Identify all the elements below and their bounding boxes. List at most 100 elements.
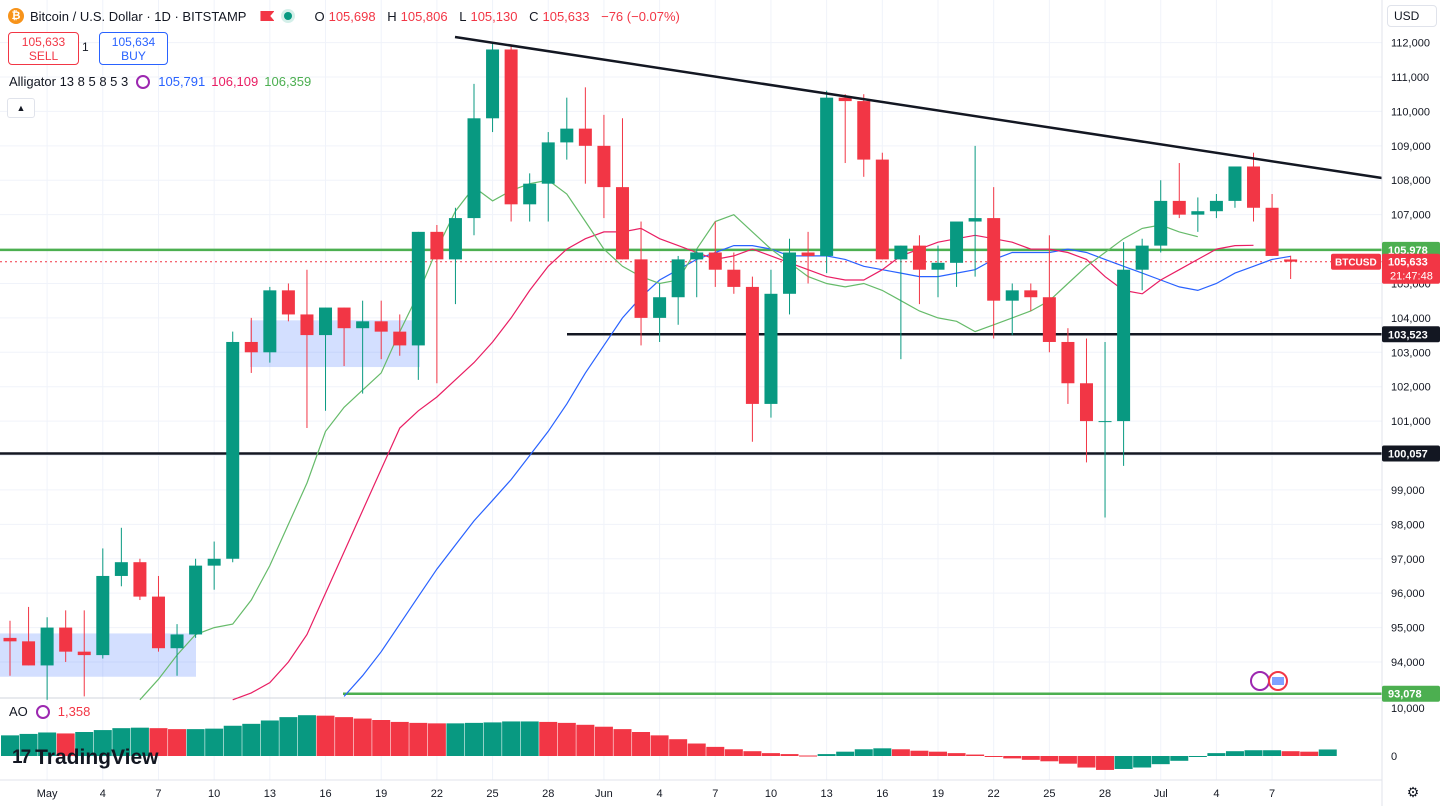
candle [244,341,258,353]
candle [1117,269,1131,422]
ao-bar [149,728,168,756]
candle [708,252,722,270]
candle [393,331,407,346]
ao-bar [297,715,316,756]
ao-bar [947,753,966,756]
candle [1042,297,1056,342]
candle [226,341,240,559]
time-tick-label: Jun [595,788,613,800]
ao-bar [168,729,187,756]
ao-bar [93,730,112,756]
ao-bar [520,721,539,756]
quantity[interactable]: 1 [82,40,89,54]
alligator-legend[interactable]: Alligator 13 8 5 8 5 3 105,791 106,109 1… [9,74,312,89]
time-tick-label: 22 [988,788,1000,800]
ao-bar [1077,756,1096,768]
candle [189,565,203,635]
ao-bar [873,748,892,756]
level-black-label-bg [1382,326,1440,343]
ao-bar [632,732,651,756]
currency-selector[interactable]: USD [1387,5,1437,27]
candle [745,286,759,404]
ao-bar [1225,751,1244,756]
ao-bar [483,722,502,756]
level-black-label: 103,523 [1388,329,1428,341]
ao-bar [1188,756,1207,757]
price-tick-label: 102,000 [1391,382,1431,394]
candle [838,97,852,102]
us-flag-icon [1272,677,1284,685]
time-tick-label: 16 [876,788,888,800]
price-tick-label: 96,000 [1391,588,1425,600]
price-tick-label: 107,000 [1391,210,1431,222]
candle [1265,207,1279,256]
price-tick-label: 95,000 [1391,623,1425,635]
symbol-tag: BTCUSD [1335,258,1377,269]
candle [950,221,964,263]
candle [300,314,314,336]
ao-bar [38,732,57,756]
candle [578,128,592,146]
time-tick-label: Jul [1154,788,1168,800]
ao-bar [780,754,799,756]
ao-bar [1096,756,1115,770]
alligator-teeth [232,227,1254,701]
countdown-label: 21:47:48 [1390,271,1433,283]
candle [430,231,444,260]
tradingview-icon: 17 [12,747,31,768]
ao-bar [817,754,836,756]
candle [96,575,110,656]
time-tick-label: 25 [486,788,498,800]
candle [1061,341,1075,384]
alligator-lines [139,179,1291,701]
gear-icon[interactable]: ⚙ [1406,784,1420,800]
chevron-up-icon[interactable]: ▲ [7,98,35,118]
time-tick-label: 25 [1043,788,1055,800]
level-black-label: 100,057 [1388,449,1428,461]
price-tick-label: 112,000 [1391,38,1430,50]
candle [987,218,1001,301]
market-status-icon[interactable] [284,12,293,20]
ao-bar [1021,756,1040,760]
candle [801,252,815,256]
ao-bar [966,754,985,756]
time-tick-label: 28 [1099,788,1111,800]
event-icon [1250,671,1270,691]
price-tick-label: 94,000 [1391,657,1425,669]
candle [597,145,611,188]
time-tick-label: 13 [821,788,833,800]
candle [968,218,982,222]
candle [764,293,778,404]
time-tick-label: 22 [431,788,443,800]
candle [504,49,518,205]
ao-bars [1,715,1337,770]
ao-legend[interactable]: AO 1,358 [9,704,91,719]
candle [1247,166,1261,208]
ao-bar [19,733,38,756]
candle [671,259,685,298]
btc-price-bg [1382,253,1440,284]
ao-bar [1040,756,1059,762]
ao-bar [186,729,205,756]
ao-bar [984,756,1003,757]
ao-bar [279,717,298,756]
time-tick-label: 4 [1213,788,1219,800]
candle [467,118,481,219]
btc-price-label: 105,633 [1388,257,1428,269]
flag-icon[interactable] [260,11,275,21]
buy-button[interactable]: 105,634 BUY [99,32,168,65]
candle [653,297,667,318]
ao-bar [502,721,521,756]
ao-bar [1300,751,1319,756]
candle [151,596,165,649]
eye-icon[interactable] [35,704,50,719]
sell-button[interactable]: 105,633 SELL [8,32,79,65]
eye-icon[interactable] [136,74,151,89]
symbol-title[interactable]: Bitcoin / U.S. Dollar · 1D · BITSTAMP [30,8,247,24]
candles [3,42,1298,700]
bitcoin-icon: ₿ [8,8,24,24]
ao-bar [594,726,613,756]
trendline [454,35,1383,180]
ao-bar [761,753,780,756]
